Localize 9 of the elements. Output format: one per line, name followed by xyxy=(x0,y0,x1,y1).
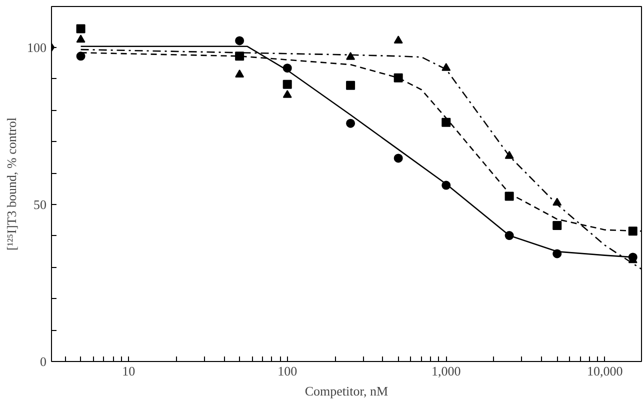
y-tick-label: 50 xyxy=(34,196,46,212)
x-tick-label: 100 xyxy=(278,364,298,378)
x-tick-label: 10 xyxy=(122,364,136,378)
x-tick-label: 1,000 xyxy=(432,364,461,378)
y-tick-label: 100 xyxy=(27,40,46,55)
x-axis-title: Competitor, nM xyxy=(304,384,389,398)
y-tick-label: 0 xyxy=(40,354,46,369)
x-tick-label: 10,000 xyxy=(587,364,623,378)
y-axis-title: [¹²⁵I]T3 bound, % control xyxy=(4,117,19,250)
